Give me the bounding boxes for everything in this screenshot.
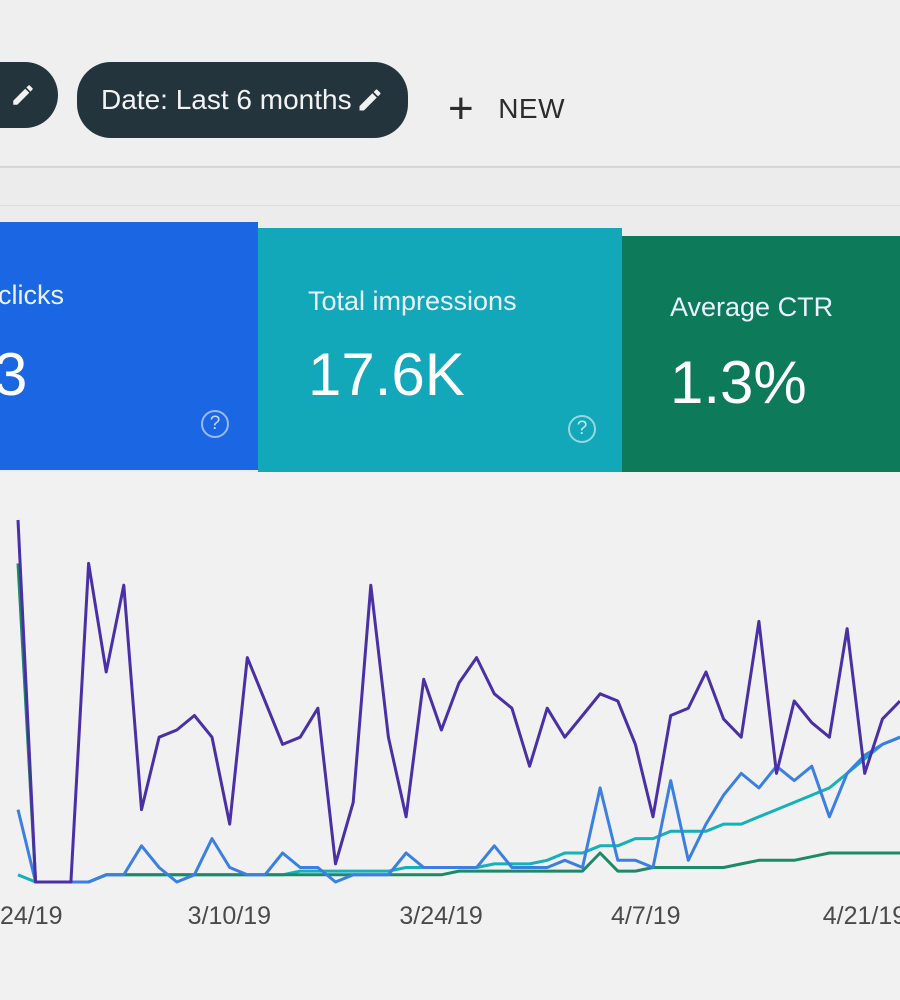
metric-title: Total impressions <box>308 286 517 316</box>
metric-card-average-ctr[interactable]: Average CTR 1.3% <box>622 236 900 472</box>
performance-chart <box>0 472 900 1000</box>
pencil-icon[interactable] <box>356 86 384 114</box>
pencil-icon[interactable] <box>10 82 36 108</box>
new-button-label: NEW <box>498 93 566 124</box>
filter-chip-partial[interactable] <box>0 62 58 128</box>
x-tick-label: 24/19 <box>0 902 63 930</box>
metric-value: 3 <box>0 341 28 408</box>
help-circle-icon[interactable]: ? <box>568 415 596 443</box>
date-filter-label: Date: Last 6 months <box>101 84 352 115</box>
metric-value: 1.3% <box>670 349 807 416</box>
divider <box>0 205 900 206</box>
x-tick-label: 4/21/19 <box>822 902 900 930</box>
metric-value: 17.6K <box>308 341 465 408</box>
series-line-2 <box>16 735 900 884</box>
metric-title: clicks <box>0 280 64 310</box>
x-tick-label: 4/7/19 <box>611 902 681 930</box>
metric-title: Average CTR <box>670 292 834 322</box>
x-tick-label: 3/10/19 <box>187 902 272 930</box>
metric-card-total-impressions[interactable]: Total impressions 17.6K ? <box>258 228 622 472</box>
date-filter-chip[interactable]: Date: Last 6 months <box>77 62 408 138</box>
help-circle-icon[interactable]: ? <box>201 410 229 438</box>
series-line-1 <box>16 519 900 884</box>
metric-card-clicks[interactable]: clicks 3 ? <box>0 222 258 470</box>
x-tick-label: 3/24/19 <box>399 902 483 930</box>
series-line-3 <box>16 563 900 884</box>
new-filter-button[interactable]: + NEW <box>448 84 565 134</box>
plus-icon: + <box>448 84 475 133</box>
divider <box>0 166 900 168</box>
